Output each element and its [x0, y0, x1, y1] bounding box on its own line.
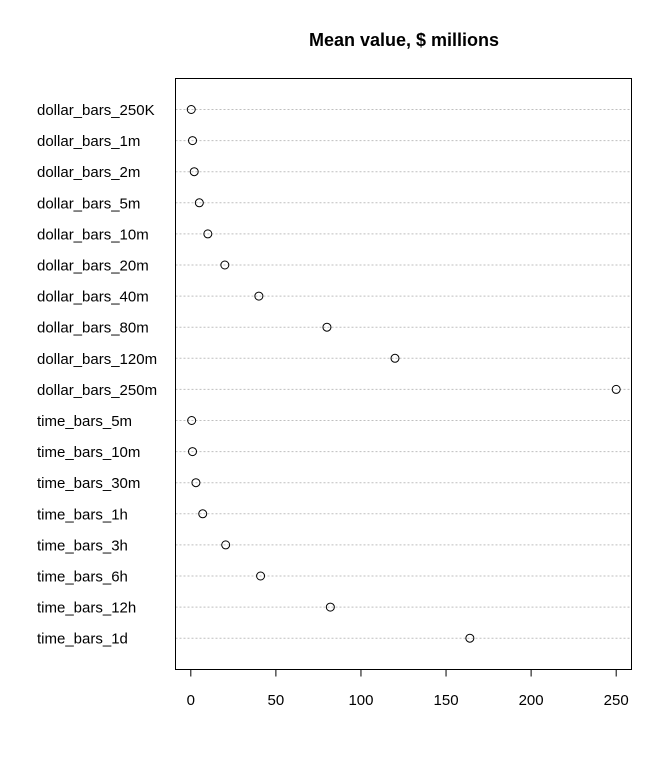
row-label: time_bars_6h: [37, 569, 128, 586]
row-labels: dollar_bars_250K dollar_bars_1m dollar_bar…: [37, 102, 157, 648]
data-point: [186, 105, 196, 114]
chart-title: Mean value, $ millions: [309, 30, 499, 50]
row-label: dollar_bars_80m: [37, 320, 149, 337]
row-label: dollar_bars_40m: [37, 289, 149, 306]
row-label: dollar_bars_250K: [37, 102, 155, 119]
data-point: [256, 571, 266, 581]
row-label: time_bars_5m: [37, 413, 132, 430]
row-label: dollar_bars_5m: [37, 195, 140, 212]
x-tick-label: 150: [434, 692, 459, 709]
row-label: time_bars_30m: [37, 475, 140, 492]
data-point: [322, 322, 332, 332]
data-point: [189, 167, 199, 177]
data-point: [187, 416, 197, 425]
plot-frame: [175, 78, 632, 670]
data-point: [203, 229, 213, 239]
x-tick-label: 200: [519, 692, 544, 709]
row-label: dollar_bars_1m: [37, 133, 140, 150]
row-label: dollar_bars_120m: [37, 351, 157, 368]
x-axis: 0 50 100 150 200 250: [187, 669, 629, 709]
data-point: [611, 384, 621, 394]
data-point: [194, 198, 204, 208]
x-tick-label: 100: [348, 692, 373, 709]
data-point: [221, 540, 231, 550]
data-points: [186, 105, 621, 643]
row-label: time_bars_3h: [37, 537, 128, 554]
row-label: time_bars_1d: [37, 631, 128, 648]
data-point: [465, 633, 475, 643]
x-tick-label: 250: [604, 692, 629, 709]
data-point: [325, 602, 335, 612]
row-label: dollar_bars_10m: [37, 226, 149, 243]
row-label: dollar_bars_250m: [37, 382, 157, 399]
x-tick-label: 50: [268, 692, 285, 709]
data-point: [191, 478, 201, 488]
row-label: time_bars_10m: [37, 444, 140, 461]
data-point: [390, 353, 400, 363]
data-point: [188, 136, 198, 146]
row-label: dollar_bars_20m: [37, 258, 149, 275]
data-point: [198, 509, 208, 519]
grid-lines: [175, 109, 632, 639]
data-point: [188, 447, 198, 457]
x-tick-label: 0: [187, 692, 195, 709]
row-label: time_bars_12h: [37, 600, 136, 617]
data-point: [254, 291, 264, 301]
data-point: [220, 260, 230, 270]
row-label: dollar_bars_2m: [37, 164, 140, 181]
row-label: time_bars_1h: [37, 506, 128, 523]
